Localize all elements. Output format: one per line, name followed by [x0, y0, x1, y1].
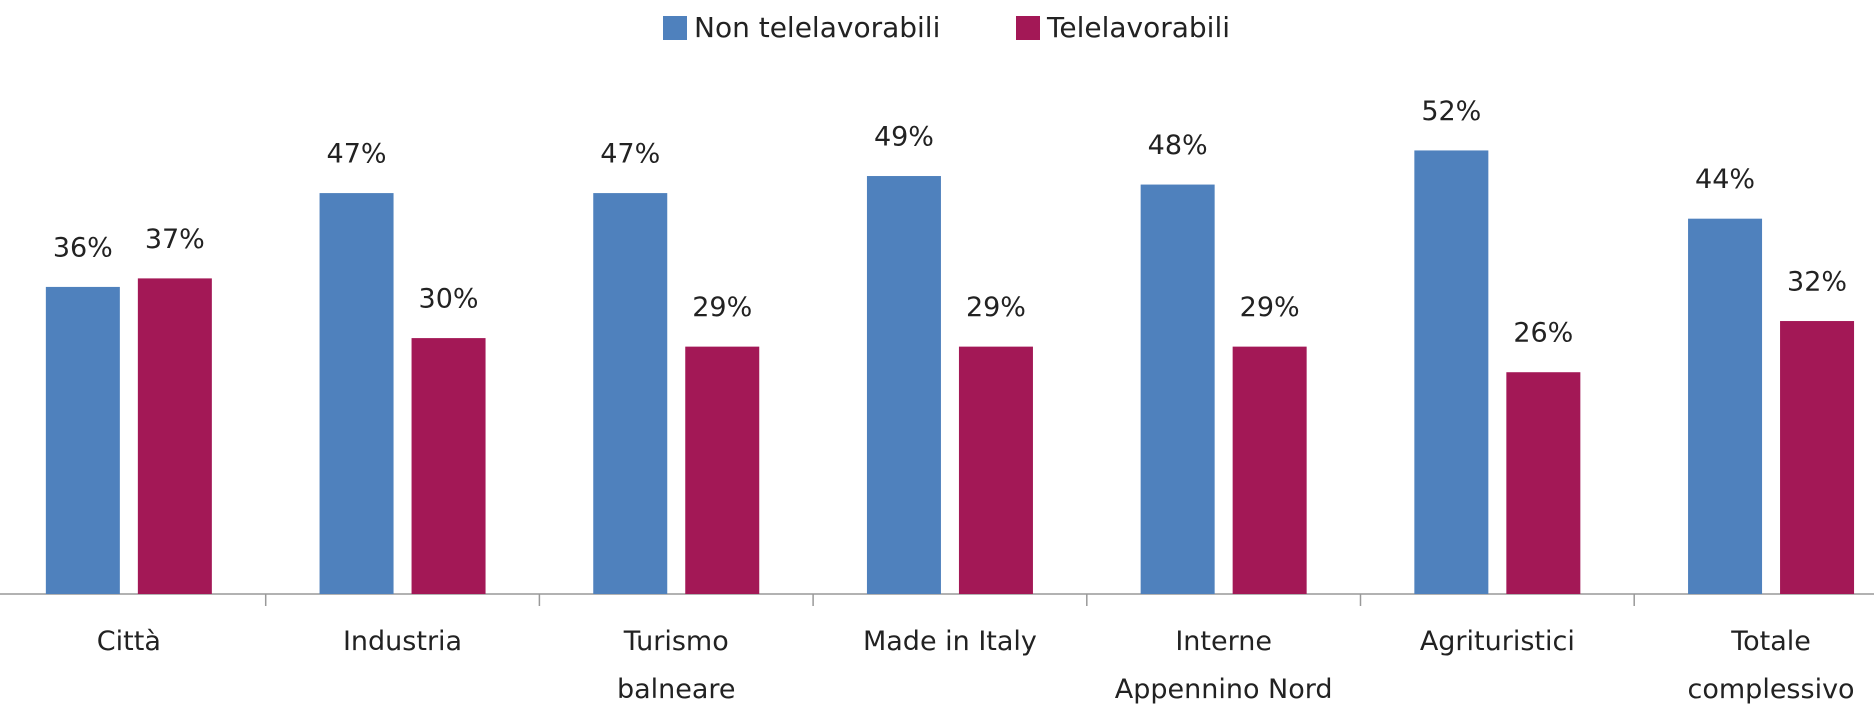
bar [1688, 218, 1763, 594]
value-label: 44% [1695, 164, 1755, 195]
value-label: 29% [1240, 292, 1300, 323]
x-tick-label-line: Turismo [623, 626, 729, 657]
x-tick-label-line: Interne [1175, 626, 1272, 657]
bar [1414, 150, 1489, 594]
x-tick-label-line: Agrituristici [1420, 626, 1575, 657]
bar [593, 193, 668, 594]
legend: Non telelavorabili Telelavorabili [663, 11, 1230, 44]
bar [411, 338, 486, 594]
x-tick-label-line: balneare [617, 674, 736, 705]
value-label: 52% [1421, 96, 1481, 127]
value-label: 47% [327, 139, 387, 170]
x-tick-label-line: Industria [343, 626, 462, 657]
value-label: 37% [145, 224, 205, 255]
x-tick-label: Industria [343, 626, 462, 657]
value-label: 47% [600, 139, 660, 170]
bar [1780, 321, 1855, 594]
bar [958, 346, 1033, 594]
x-tick-label: Totale complessivo [1688, 626, 1855, 705]
x-tick-label-line: Città [97, 626, 161, 657]
x-tick-label: Città [97, 626, 161, 657]
value-label: 49% [874, 122, 934, 153]
bar [45, 286, 120, 594]
value-label: 48% [1148, 130, 1208, 161]
x-tick-label-line: Totale [1730, 626, 1811, 657]
x-tick-label-line: complessivo [1688, 674, 1855, 705]
legend-swatch [1016, 16, 1040, 40]
bar [137, 278, 212, 594]
value-label: 26% [1513, 318, 1573, 349]
value-label: 29% [966, 292, 1026, 323]
bar [1506, 372, 1581, 594]
bar [1140, 184, 1215, 594]
value-label: 29% [692, 292, 752, 323]
bar [866, 176, 941, 594]
x-tick-label: Agrituristici [1420, 626, 1575, 657]
value-label: 36% [53, 232, 113, 263]
bar [1232, 346, 1307, 594]
x-tick-label: Made in Italy [863, 626, 1037, 657]
value-label: 30% [419, 284, 479, 315]
x-tick-label-line: Made in Italy [863, 626, 1037, 657]
x-tick-label: Turismo balneare [617, 626, 736, 705]
x-tick-label: Interne Appennino Nord [1115, 626, 1333, 705]
legend-label: Telelavorabili [1046, 11, 1230, 44]
value-label: 32% [1787, 267, 1847, 298]
bar [319, 193, 394, 594]
x-tick-label-line: Appennino Nord [1115, 674, 1333, 705]
legend-swatch [663, 16, 687, 40]
legend-label: Non telelavorabili [694, 11, 940, 44]
bar [685, 346, 760, 594]
